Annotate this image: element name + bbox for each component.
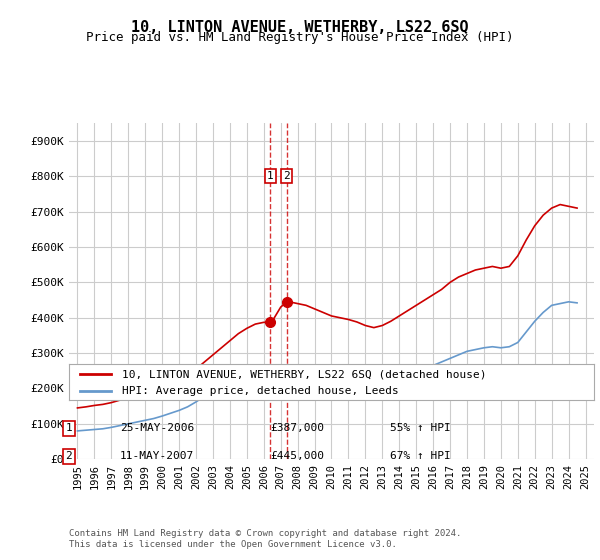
Text: 10, LINTON AVENUE, WETHERBY, LS22 6SQ: 10, LINTON AVENUE, WETHERBY, LS22 6SQ xyxy=(131,20,469,35)
Text: 55% ↑ HPI: 55% ↑ HPI xyxy=(390,423,451,433)
Text: 10, LINTON AVENUE, WETHERBY, LS22 6SQ (detached house): 10, LINTON AVENUE, WETHERBY, LS22 6SQ (d… xyxy=(121,369,486,379)
Text: £445,000: £445,000 xyxy=(270,451,324,461)
Text: 2: 2 xyxy=(65,451,73,461)
Text: 67% ↑ HPI: 67% ↑ HPI xyxy=(390,451,451,461)
Text: 11-MAY-2007: 11-MAY-2007 xyxy=(120,451,194,461)
Text: HPI: Average price, detached house, Leeds: HPI: Average price, detached house, Leed… xyxy=(121,386,398,396)
Text: 25-MAY-2006: 25-MAY-2006 xyxy=(120,423,194,433)
Text: Price paid vs. HM Land Registry's House Price Index (HPI): Price paid vs. HM Land Registry's House … xyxy=(86,31,514,44)
Text: 1: 1 xyxy=(267,171,274,181)
Text: 2: 2 xyxy=(283,171,290,181)
Text: Contains HM Land Registry data © Crown copyright and database right 2024.
This d: Contains HM Land Registry data © Crown c… xyxy=(69,529,461,549)
Text: 1: 1 xyxy=(65,423,73,433)
Text: £387,000: £387,000 xyxy=(270,423,324,433)
